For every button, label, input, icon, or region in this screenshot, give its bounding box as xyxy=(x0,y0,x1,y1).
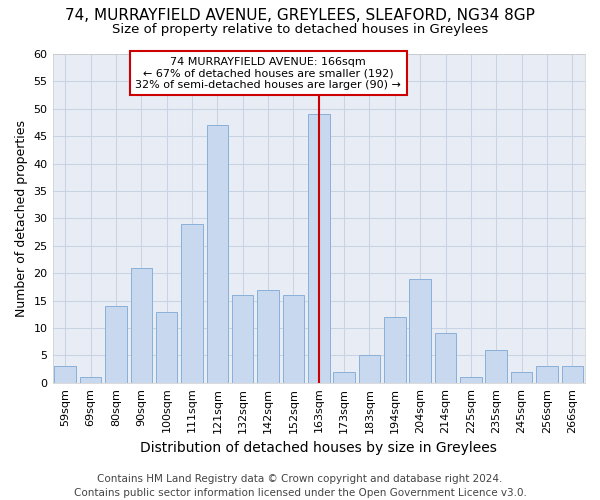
Text: 74, MURRAYFIELD AVENUE, GREYLEES, SLEAFORD, NG34 8GP: 74, MURRAYFIELD AVENUE, GREYLEES, SLEAFO… xyxy=(65,8,535,22)
Bar xyxy=(460,378,482,383)
Bar xyxy=(435,334,457,383)
Bar xyxy=(409,278,431,383)
X-axis label: Distribution of detached houses by size in Greylees: Distribution of detached houses by size … xyxy=(140,441,497,455)
Y-axis label: Number of detached properties: Number of detached properties xyxy=(15,120,28,317)
Text: 74 MURRAYFIELD AVENUE: 166sqm
← 67% of detached houses are smaller (192)
32% of : 74 MURRAYFIELD AVENUE: 166sqm ← 67% of d… xyxy=(135,56,401,90)
Bar xyxy=(511,372,532,383)
Bar xyxy=(80,378,101,383)
Text: Contains HM Land Registry data © Crown copyright and database right 2024.
Contai: Contains HM Land Registry data © Crown c… xyxy=(74,474,526,498)
Bar xyxy=(206,125,228,383)
Bar xyxy=(257,290,279,383)
Bar xyxy=(485,350,507,383)
Bar xyxy=(232,295,253,383)
Bar xyxy=(308,114,329,383)
Bar xyxy=(562,366,583,383)
Bar xyxy=(131,268,152,383)
Bar xyxy=(359,356,380,383)
Bar xyxy=(384,317,406,383)
Bar xyxy=(156,312,178,383)
Bar xyxy=(283,295,304,383)
Bar xyxy=(55,366,76,383)
Bar xyxy=(536,366,558,383)
Bar xyxy=(181,224,203,383)
Bar xyxy=(334,372,355,383)
Text: Size of property relative to detached houses in Greylees: Size of property relative to detached ho… xyxy=(112,22,488,36)
Bar xyxy=(105,306,127,383)
